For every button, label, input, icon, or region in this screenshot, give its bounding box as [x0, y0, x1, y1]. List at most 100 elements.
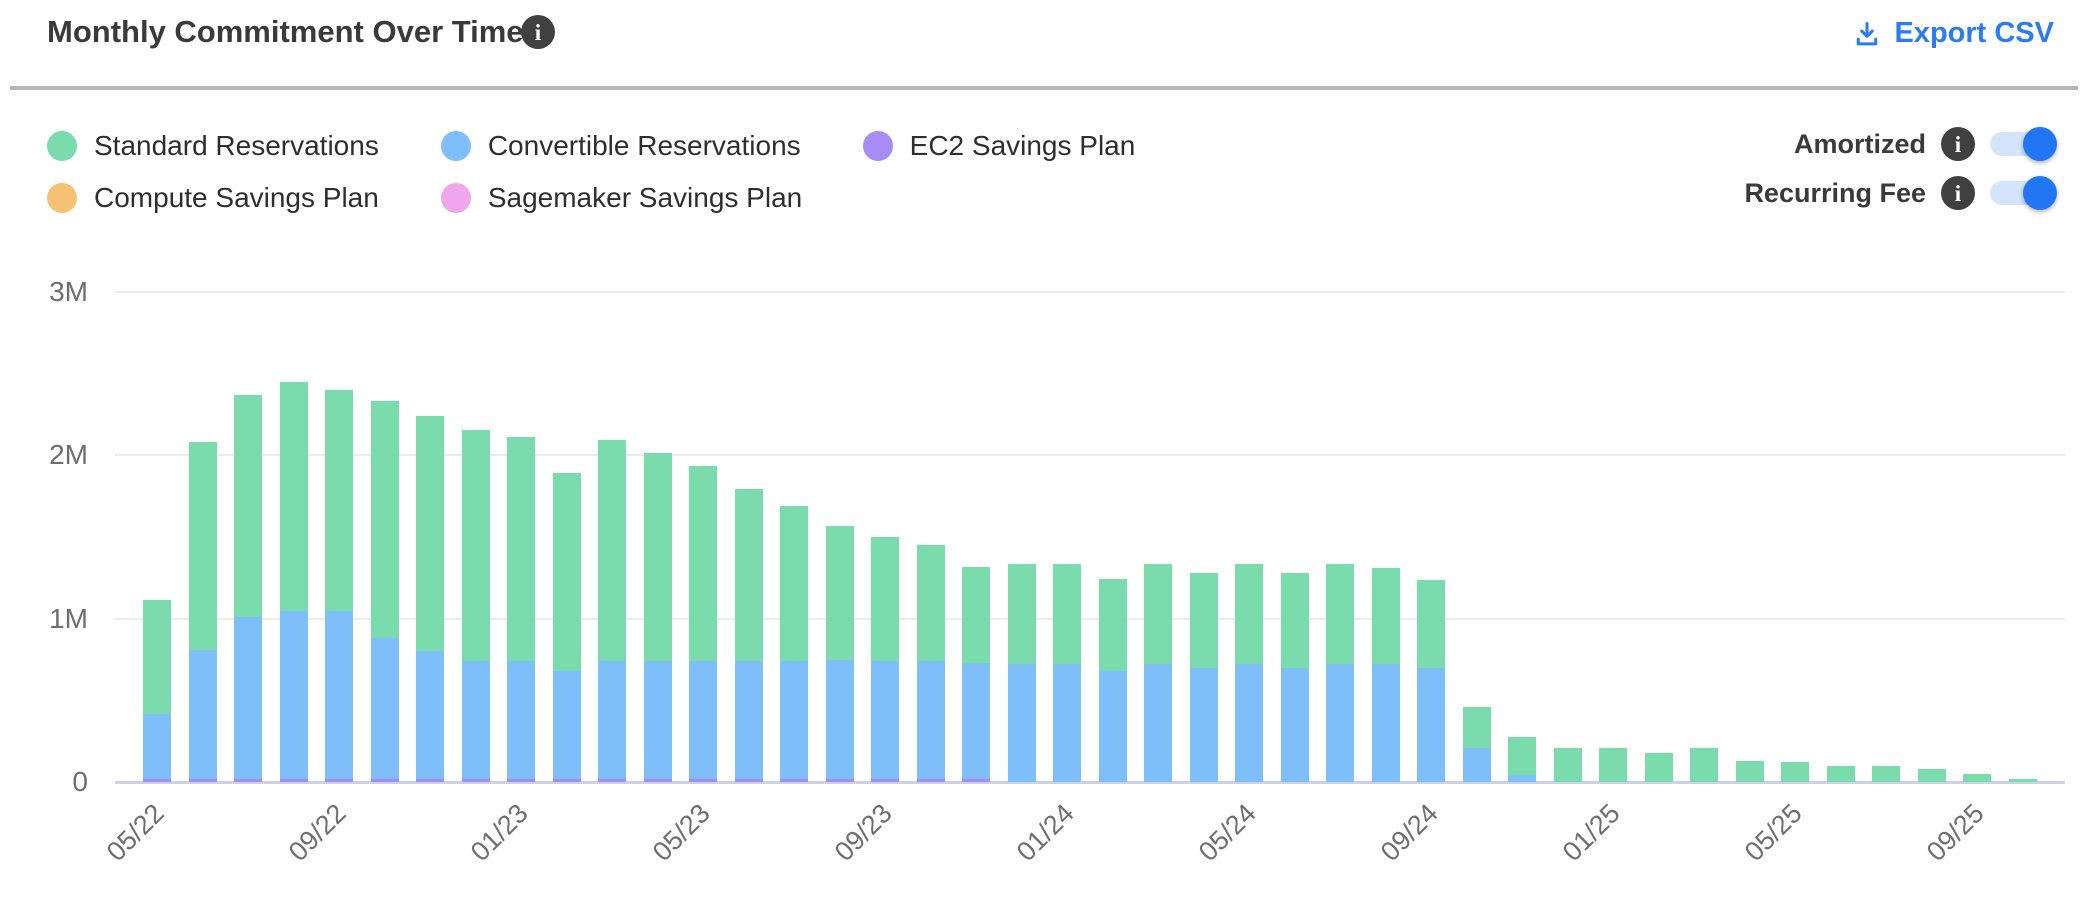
bar-segment-standard-reservations[interactable]	[1963, 774, 1991, 782]
bar-segment-ec2-savings-plan[interactable]	[234, 779, 262, 782]
bar-segment-ec2-savings-plan[interactable]	[189, 779, 217, 782]
bar-segment-convertible-reservations[interactable]	[234, 617, 262, 779]
bar-segment-ec2-savings-plan[interactable]	[371, 779, 399, 782]
bar-segment-convertible-reservations[interactable]	[143, 714, 171, 779]
bar-segment-standard-reservations[interactable]	[689, 466, 717, 661]
bar-segment-standard-reservations[interactable]	[1554, 748, 1582, 782]
toggle-switch-recurring-fee[interactable]	[1990, 176, 2057, 210]
bar-segment-standard-reservations[interactable]	[644, 453, 672, 661]
bar-02-23[interactable]	[553, 473, 581, 782]
bar-segment-standard-reservations[interactable]	[1281, 573, 1309, 668]
bar-segment-standard-reservations[interactable]	[1190, 573, 1218, 668]
bar-05-24[interactable]	[1235, 564, 1263, 782]
bar-07-22[interactable]	[234, 395, 262, 782]
bar-segment-standard-reservations[interactable]	[2009, 779, 2037, 782]
bar-segment-convertible-reservations[interactable]	[1281, 668, 1309, 782]
bar-07-25[interactable]	[1872, 766, 1900, 782]
bar-segment-standard-reservations[interactable]	[780, 506, 808, 661]
bar-segment-convertible-reservations[interactable]	[1008, 664, 1036, 782]
bar-segment-standard-reservations[interactable]	[1918, 769, 1946, 782]
bar-12-22[interactable]	[462, 430, 490, 782]
bar-05-22[interactable]	[143, 600, 171, 782]
bar-segment-convertible-reservations[interactable]	[1463, 748, 1491, 782]
bar-segment-ec2-savings-plan[interactable]	[416, 779, 444, 782]
bar-05-23[interactable]	[689, 466, 717, 782]
bar-segment-convertible-reservations[interactable]	[689, 661, 717, 779]
bar-segment-standard-reservations[interactable]	[1690, 748, 1718, 782]
bar-segment-standard-reservations[interactable]	[462, 430, 490, 661]
bar-10-23[interactable]	[917, 545, 945, 782]
bar-09-23[interactable]	[871, 537, 899, 782]
bar-06-22[interactable]	[189, 442, 217, 782]
bar-segment-ec2-savings-plan[interactable]	[826, 779, 854, 782]
bar-09-24[interactable]	[1417, 580, 1445, 782]
bar-segment-standard-reservations[interactable]	[1463, 707, 1491, 748]
bar-segment-ec2-savings-plan[interactable]	[462, 779, 490, 782]
bar-segment-standard-reservations[interactable]	[1872, 766, 1900, 782]
bar-11-24[interactable]	[1508, 737, 1536, 782]
bar-segment-standard-reservations[interactable]	[1645, 753, 1673, 782]
bar-segment-ec2-savings-plan[interactable]	[507, 779, 535, 782]
bar-segment-standard-reservations[interactable]	[280, 382, 308, 611]
bar-segment-standard-reservations[interactable]	[1736, 761, 1764, 782]
bar-segment-standard-reservations[interactable]	[1144, 564, 1172, 664]
bar-segment-convertible-reservations[interactable]	[1235, 664, 1263, 782]
bar-segment-ec2-savings-plan[interactable]	[644, 779, 672, 782]
bar-segment-standard-reservations[interactable]	[1372, 568, 1400, 664]
amortized-info-icon[interactable]: i	[1941, 127, 1975, 161]
bar-segment-ec2-savings-plan[interactable]	[780, 779, 808, 782]
bar-segment-convertible-reservations[interactable]	[416, 651, 444, 779]
bar-segment-convertible-reservations[interactable]	[1417, 668, 1445, 782]
bar-segment-standard-reservations[interactable]	[962, 567, 990, 663]
bar-segment-convertible-reservations[interactable]	[1190, 668, 1218, 782]
bar-segment-standard-reservations[interactable]	[1417, 580, 1445, 668]
bar-segment-standard-reservations[interactable]	[1053, 564, 1081, 664]
bar-segment-convertible-reservations[interactable]	[553, 671, 581, 779]
bar-07-24[interactable]	[1326, 564, 1354, 782]
bar-06-23[interactable]	[735, 489, 763, 782]
bar-07-23[interactable]	[780, 506, 808, 782]
bar-segment-convertible-reservations[interactable]	[1099, 671, 1127, 782]
bar-04-25[interactable]	[1736, 761, 1764, 782]
bar-segment-convertible-reservations[interactable]	[1508, 775, 1536, 782]
bar-segment-standard-reservations[interactable]	[416, 416, 444, 651]
legend-item-convertible-reservations[interactable]: Convertible Reservations	[440, 130, 801, 162]
bar-segment-convertible-reservations[interactable]	[871, 661, 899, 779]
bar-segment-standard-reservations[interactable]	[826, 526, 854, 660]
bar-segment-convertible-reservations[interactable]	[735, 661, 763, 779]
bar-12-24[interactable]	[1554, 748, 1582, 782]
bar-08-25[interactable]	[1918, 769, 1946, 782]
bar-segment-standard-reservations[interactable]	[143, 600, 171, 714]
bar-segment-convertible-reservations[interactable]	[371, 638, 399, 779]
bar-segment-standard-reservations[interactable]	[1235, 564, 1263, 664]
bar-11-23[interactable]	[962, 567, 990, 782]
bar-segment-ec2-savings-plan[interactable]	[143, 779, 171, 782]
bar-09-25[interactable]	[1963, 774, 1991, 782]
bar-segment-convertible-reservations[interactable]	[780, 661, 808, 779]
bar-segment-standard-reservations[interactable]	[917, 545, 945, 661]
bar-segment-convertible-reservations[interactable]	[325, 611, 353, 779]
bar-segment-convertible-reservations[interactable]	[644, 661, 672, 779]
bar-09-22[interactable]	[325, 390, 353, 782]
bar-segment-convertible-reservations[interactable]	[462, 661, 490, 779]
bar-03-25[interactable]	[1690, 748, 1718, 782]
bar-12-23[interactable]	[1008, 564, 1036, 782]
toggle-switch-amortized[interactable]	[1990, 127, 2057, 161]
bar-segment-ec2-savings-plan[interactable]	[689, 779, 717, 782]
legend-item-sagemaker-savings-plan[interactable]: Sagemaker Savings Plan	[440, 182, 802, 214]
bar-08-22[interactable]	[280, 382, 308, 782]
bar-segment-ec2-savings-plan[interactable]	[735, 779, 763, 782]
bar-10-22[interactable]	[371, 401, 399, 782]
bar-segment-convertible-reservations[interactable]	[189, 650, 217, 779]
legend-item-ec2-savings-plan[interactable]: EC2 Savings Plan	[862, 130, 1135, 162]
bar-segment-standard-reservations[interactable]	[735, 489, 763, 661]
bar-segment-standard-reservations[interactable]	[371, 401, 399, 638]
bar-segment-ec2-savings-plan[interactable]	[917, 779, 945, 782]
bar-segment-convertible-reservations[interactable]	[826, 660, 854, 779]
bar-segment-standard-reservations[interactable]	[1326, 564, 1354, 664]
bar-segment-standard-reservations[interactable]	[871, 537, 899, 661]
bar-06-24[interactable]	[1281, 573, 1309, 782]
bar-segment-standard-reservations[interactable]	[553, 473, 581, 671]
bar-segment-standard-reservations[interactable]	[1508, 737, 1536, 775]
bar-08-24[interactable]	[1372, 568, 1400, 782]
